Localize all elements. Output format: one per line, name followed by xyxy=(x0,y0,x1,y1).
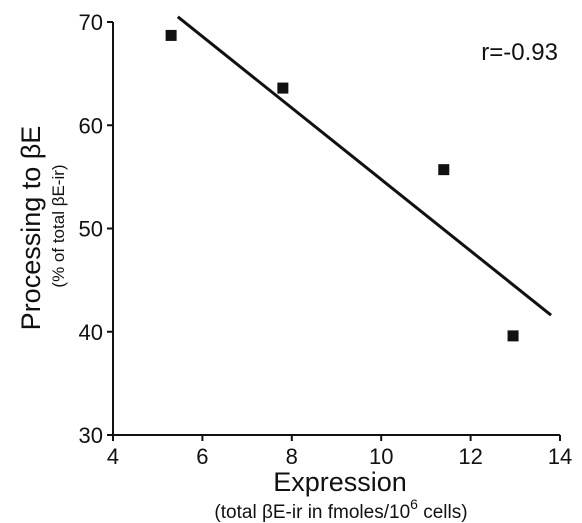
x-tick-label: 12 xyxy=(458,444,482,469)
x-tick-label: 10 xyxy=(369,444,393,469)
data-point xyxy=(165,29,177,41)
x-tick-label: 14 xyxy=(548,444,572,469)
x-tick-label: 6 xyxy=(196,444,208,469)
y-ticks: 30 40 50 60 70 xyxy=(79,10,113,448)
x-tick-label: 4 xyxy=(107,444,119,469)
y-tick-label: 40 xyxy=(79,320,103,345)
correlation-annotation: r=-0.93 xyxy=(481,39,558,66)
x-ticks: 4 6 8 10 12 14 xyxy=(107,435,572,469)
data-point xyxy=(277,82,289,94)
y-tick-label: 60 xyxy=(79,113,103,138)
y-tick-label: 50 xyxy=(79,217,103,242)
data-points xyxy=(165,29,519,342)
x-axis-label: Expression xyxy=(273,467,407,497)
x-tick-label: 8 xyxy=(286,444,298,469)
y-tick-label: 70 xyxy=(79,10,103,35)
regression-line xyxy=(176,15,552,317)
y-axis-label: Processing to βE xyxy=(16,126,46,331)
axes xyxy=(112,22,560,436)
x-axis-sublabel: (total βE-ir in fmoles/106 cells) xyxy=(214,496,467,523)
data-point xyxy=(438,164,450,176)
data-point xyxy=(507,330,519,342)
y-axis-sublabel: (% of total βE-ir) xyxy=(49,164,68,287)
y-tick-label: 30 xyxy=(79,423,103,448)
